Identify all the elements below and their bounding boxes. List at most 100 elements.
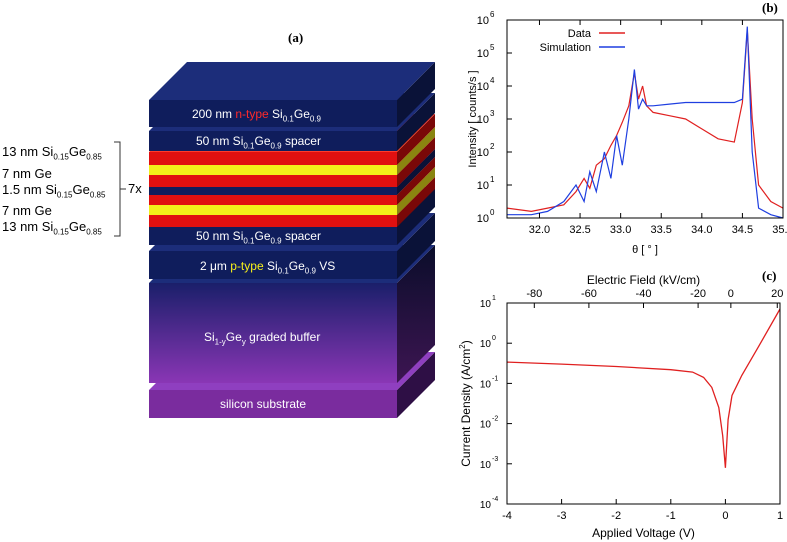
panel-c-label: (c) [762, 268, 777, 283]
x-tick-label: 33.0 [610, 224, 631, 236]
top-tick-label: -60 [581, 288, 597, 300]
layer-ntype-top [149, 62, 435, 100]
x-tick-label: 35.0 [772, 224, 787, 236]
layer-substrate-front [149, 390, 397, 418]
ntype-text: n-type [235, 107, 269, 121]
y-tick-exponent: 4 [490, 76, 495, 85]
xrd-chart: 32.032.533.033.534.034.535.0100101102103… [467, 10, 787, 256]
layer-qw-1-front [149, 165, 397, 175]
layer-qw-2-front [149, 175, 397, 187]
y-tick-exponent: 5 [490, 43, 495, 52]
series-jv [506, 308, 781, 468]
layer-qw-6-front [149, 215, 397, 227]
side-label-2: 1.5 nm Si0.15Ge0.85 [2, 181, 106, 200]
y-tick-exponent: 0 [492, 335, 496, 342]
layer-ntype-front [149, 100, 397, 127]
x-tick-label: -2 [611, 510, 621, 522]
y-tick-label: 10 [477, 180, 489, 192]
y-tick-exponent: 6 [490, 10, 495, 19]
top-tick-label: 20 [771, 288, 783, 300]
layer-qw-5-front [149, 205, 397, 215]
layer-spacer-bottom-side [397, 187, 435, 245]
side-label-1: 7 nm Ge [2, 165, 52, 181]
y-tick-label: 10 [477, 81, 489, 93]
y-tick-label: 10 [477, 114, 489, 126]
x-tick-label: -1 [666, 510, 676, 522]
y-axis-label: Intensity [ counts/s ] [467, 70, 479, 167]
repeat-label: 7x [128, 181, 142, 196]
y-tick-exponent: 1 [492, 295, 496, 302]
y-tick-label: 10 [480, 339, 492, 350]
layer-qw-3-side [397, 149, 435, 195]
y-tick-label: 10 [480, 420, 492, 431]
ptype-text: p-type [230, 259, 264, 273]
top-tick-label: 0 [728, 288, 734, 300]
y-tick-exponent: 2 [490, 142, 495, 151]
layer-qw-5-side [397, 167, 435, 215]
y-tick-exponent: 3 [490, 109, 495, 118]
top-tick-label: -40 [636, 288, 652, 300]
side-label-3: 7 nm Ge [2, 203, 52, 219]
series-data [506, 29, 784, 213]
layer-label-substrate: silicon substrate [220, 397, 307, 411]
side-label-0: 13 nm Si0.15Ge0.85 [2, 144, 102, 162]
layer-label-vs: 2 μm p-type Si0.1Ge0.9 VS [200, 259, 336, 276]
quantum-well-labels: 13 nm Si0.15Ge0.85 7 nm Ge 1.5 nm Si0.15… [2, 144, 105, 241]
top-axis-label: Electric Field (kV/cm) [587, 273, 700, 287]
x-tick-label: 34.0 [691, 224, 712, 236]
layer-label-top: 200 nm n-type Si0.1Ge0.9 [192, 107, 321, 124]
layer-qw-4-side [397, 157, 435, 205]
x-tick-label: 32.0 [529, 224, 550, 236]
layer-spacer-top-side [397, 93, 435, 151]
layer-vs-side [397, 213, 435, 279]
layer-qw-2-side [397, 137, 435, 187]
x-tick-label: 34.5 [732, 224, 753, 236]
y-tick-label: 10 [480, 379, 492, 390]
side-label-4: 13 nm Si0.15Ge0.85 [2, 219, 102, 237]
y-tick-label: 10 [477, 48, 489, 60]
layer-qw-1-side [397, 127, 435, 175]
legend-label: Data [568, 28, 592, 40]
x-tick-label: 0 [722, 510, 728, 522]
panel-b-label: (b) [762, 0, 778, 15]
layer-ntype-side [397, 62, 435, 127]
x-tick-label: 1 [777, 510, 783, 522]
y-tick-exponent: -4 [492, 496, 498, 503]
y-tick-exponent: -3 [492, 456, 498, 463]
y-tick-exponent: 1 [490, 175, 495, 184]
layer-spacer-top-front [149, 131, 397, 151]
layer-graded-buffer-side [397, 245, 435, 383]
y-tick-exponent: 0 [490, 208, 495, 217]
layer-graded-buffer-front [149, 283, 397, 383]
layer-vs-front [149, 251, 397, 279]
layer-qw-6-side [397, 177, 435, 227]
top-tick-label: -80 [526, 288, 542, 300]
panel-a-label: (a) [288, 30, 304, 45]
layer-label-spacer1: 50 nm Si0.1Ge0.9 spacer [196, 134, 321, 151]
layer-qw-0-side [397, 114, 435, 165]
jv-chart: -4 -3 -2 -1 0 1-80 -60 -40 -20 0 2010-410-310-210-… [458, 273, 783, 540]
layer-label-spacer2: 50 nm Si0.1Ge0.9 spacer [196, 229, 321, 246]
repeat-bracket [114, 141, 126, 237]
x-tick-label: -3 [557, 510, 567, 522]
y-axis-label: Current Density (A/cm2) [458, 340, 473, 466]
x-tick-label: -4 [502, 510, 512, 522]
y-tick-label: 10 [480, 460, 492, 471]
y-tick-label: 10 [480, 500, 492, 511]
layer-spacer-bottom-front [149, 225, 397, 245]
y-tick-exponent: -1 [492, 375, 498, 382]
layer-qw-3-front [149, 187, 397, 195]
y-tick-label: 10 [477, 213, 489, 225]
y-tick-exponent: -2 [492, 416, 498, 423]
y-tick-label: 10 [480, 299, 492, 310]
layer-qw-4-front [149, 195, 397, 205]
series-simulation [507, 26, 784, 219]
x-axis-label: Applied Voltage (V) [592, 526, 695, 540]
x-axis-label: θ [ ° ] [632, 244, 658, 256]
layer-label-buffer: Si1-yGey graded buffer [204, 330, 321, 347]
legend-label: Simulation [540, 42, 591, 54]
plot-frame [506, 302, 781, 505]
y-tick-label: 10 [477, 15, 489, 27]
top-tick-label: -20 [690, 288, 706, 300]
layer-qw-0-front [149, 152, 397, 165]
